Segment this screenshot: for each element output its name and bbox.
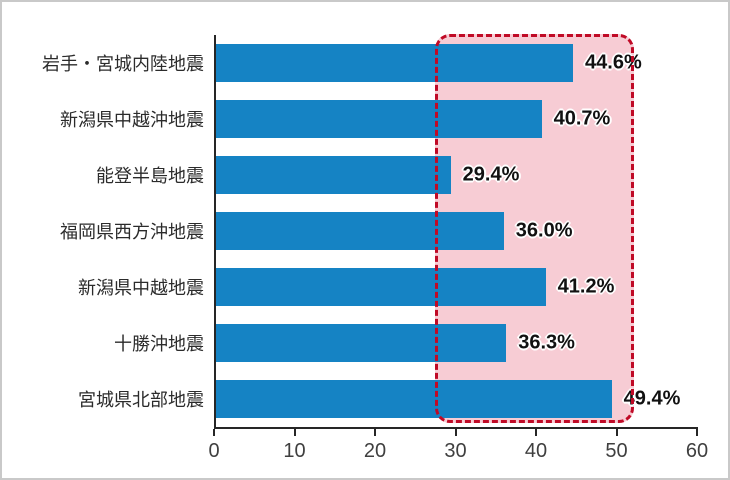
x-tick-label: 20 — [363, 440, 387, 462]
x-tick-label: 0 — [208, 440, 220, 462]
x-tick-mark — [696, 429, 698, 436]
bar-track: 41.2% — [214, 259, 697, 315]
bar-row: 十勝沖地震 36.3% — [2, 315, 697, 371]
bar-track: 29.4% — [214, 147, 697, 203]
x-tick-label: 50 — [605, 440, 628, 462]
bar — [214, 380, 612, 418]
bar-row: 能登半島地震 29.4% — [2, 147, 697, 203]
bar-rows: 岩手・宮城内陸地震 44.6% 新潟県中越沖地震 40.7% 能登半島地震 29.4% 福岡… — [2, 35, 697, 427]
bar — [214, 100, 542, 138]
x-axis-line — [214, 427, 698, 429]
category-label: 宮城県北部地震 — [78, 390, 204, 410]
value-label: 49.4% — [623, 387, 681, 410]
bar-track: 49.4% — [214, 371, 697, 427]
bar — [214, 44, 574, 82]
value-label: 44.6% — [585, 51, 642, 74]
category-label: 岩手・宮城内陸地震 — [42, 54, 204, 74]
bar — [214, 212, 504, 250]
x-tick-label: 40 — [524, 440, 548, 462]
category-label: 十勝沖地震 — [114, 334, 204, 354]
y-axis-line — [214, 35, 216, 427]
bar-row: 岩手・宮城内陸地震 44.6% — [2, 35, 697, 91]
x-tick-mark — [535, 429, 537, 436]
value-label: 36.0% — [515, 219, 573, 242]
bar — [214, 268, 546, 306]
x-tick-label: 10 — [283, 440, 306, 462]
category-label: 新潟県中越地震 — [78, 278, 204, 298]
x-tick-label: 30 — [444, 440, 467, 462]
bar-track: 36.0% — [214, 203, 697, 259]
value-label: 41.2% — [557, 275, 615, 298]
bar-row: 宮城県北部地震 49.4% — [2, 371, 697, 427]
category-label: 福岡県西方沖地震 — [60, 222, 204, 242]
x-tick-label: 60 — [685, 440, 709, 462]
bar-track: 36.3% — [214, 315, 697, 371]
bar-row: 新潟県中越地震 41.2% — [2, 259, 697, 315]
category-label: 能登半島地震 — [96, 166, 204, 186]
category-label: 新潟県中越沖地震 — [60, 110, 204, 130]
bar — [214, 324, 507, 362]
bar-row: 福岡県西方沖地震 36.0% — [2, 203, 697, 259]
bar-track: 44.6% — [214, 35, 697, 91]
x-tick-mark — [213, 429, 215, 436]
value-label: 29.4% — [462, 163, 520, 186]
value-label: 36.3% — [518, 331, 575, 354]
x-tick-mark — [454, 429, 457, 436]
x-tick-mark — [374, 429, 376, 436]
bar — [214, 156, 451, 194]
bar-row: 新潟県中越沖地震 40.7% — [2, 91, 697, 147]
x-tick-mark — [615, 429, 618, 436]
bar-track: 40.7% — [214, 91, 697, 147]
value-label: 40.7% — [553, 107, 611, 130]
x-tick-mark — [293, 429, 296, 436]
